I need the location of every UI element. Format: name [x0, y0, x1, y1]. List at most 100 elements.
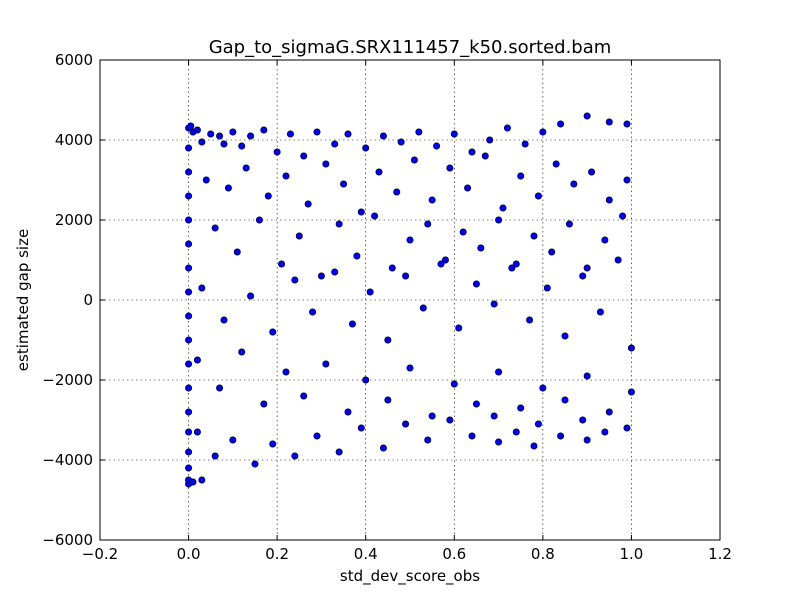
y-tick-label: −4000 — [42, 451, 93, 469]
scatter-point — [295, 232, 303, 240]
scatter-point — [472, 280, 480, 288]
scatter-point — [340, 180, 348, 188]
scatter-point — [627, 344, 635, 352]
scatter-point — [512, 260, 520, 268]
scatter-point — [229, 128, 237, 136]
scatter-point — [410, 156, 418, 164]
scatter-point — [185, 144, 193, 152]
scatter-point — [565, 220, 573, 228]
scatter-point — [264, 192, 272, 200]
chart-title: Gap_to_sigmaG.SRX111457_k50.sorted.bam — [209, 37, 612, 58]
scatter-point — [291, 452, 299, 460]
scatter-point — [543, 284, 551, 292]
scatter-point — [269, 440, 277, 448]
scatter-point — [187, 122, 195, 130]
scatter-point — [362, 376, 370, 384]
scatter-point — [185, 428, 193, 436]
scatter-point — [534, 192, 542, 200]
scatter-point — [185, 360, 193, 368]
scatter-point — [193, 356, 201, 364]
scatter-point — [379, 132, 387, 140]
scatter-point — [211, 224, 219, 232]
scatter-point — [269, 328, 277, 336]
scatter-point — [282, 368, 290, 376]
scatter-point — [557, 432, 565, 440]
scatter-point — [317, 272, 325, 280]
scatter-point — [193, 126, 201, 134]
scatter-point — [185, 312, 193, 320]
scatter-point — [313, 128, 321, 136]
scatter-point — [521, 140, 529, 148]
scatter-point — [238, 348, 246, 356]
scatter-point — [375, 168, 383, 176]
scatter-point — [539, 384, 547, 392]
x-tick-label: 0.6 — [442, 545, 466, 563]
scatter-point — [605, 408, 613, 416]
y-tick-label: 6000 — [55, 51, 93, 69]
scatter-point — [379, 444, 387, 452]
scatter-point — [530, 442, 538, 450]
scatter-point — [282, 172, 290, 180]
scatter-point — [419, 304, 427, 312]
scatter-point — [583, 112, 591, 120]
scatter-point — [185, 192, 193, 200]
scatter-point — [198, 284, 206, 292]
scatter-point — [185, 216, 193, 224]
scatter-point — [503, 124, 511, 132]
x-tick-label: 1.0 — [619, 545, 643, 563]
data-points — [185, 112, 635, 488]
scatter-point — [534, 420, 542, 428]
scatter-point — [224, 184, 232, 192]
scatter-point — [357, 424, 365, 432]
scatter-point — [468, 148, 476, 156]
scatter-point — [446, 164, 454, 172]
scatter-point — [583, 436, 591, 444]
scatter-point — [495, 368, 503, 376]
scatter-point — [477, 244, 485, 252]
y-tick-label: −2000 — [42, 371, 93, 389]
scatter-point — [552, 160, 560, 168]
scatter-point — [331, 140, 339, 148]
scatter-point — [384, 396, 392, 404]
scatter-point — [402, 420, 410, 428]
scatter-point — [202, 176, 210, 184]
scatter-point — [322, 360, 330, 368]
scatter-point — [185, 448, 193, 456]
x-tick-label: 1.2 — [708, 545, 732, 563]
scatter-point — [517, 172, 525, 180]
scatter-point — [450, 380, 458, 388]
x-axis-label: std_dev_score_obs — [340, 567, 480, 586]
scatter-point — [247, 292, 255, 300]
scatter-point — [185, 168, 193, 176]
scatter-point — [185, 240, 193, 248]
scatter-point — [384, 336, 392, 344]
scatter-point — [530, 232, 538, 240]
scatter-point — [424, 436, 432, 444]
scatter-point — [247, 132, 255, 140]
scatter-point — [348, 320, 356, 328]
scatter-point — [198, 138, 206, 146]
scatter-point — [278, 260, 286, 268]
scatter-point — [406, 364, 414, 372]
scatter-point — [313, 432, 321, 440]
scatter-point — [605, 196, 613, 204]
scatter-point — [207, 130, 215, 138]
y-tick-label: 2000 — [55, 211, 93, 229]
x-tick-label: −0.2 — [82, 545, 118, 563]
scatter-point — [344, 130, 352, 138]
scatter-point — [185, 336, 193, 344]
scatter-point — [464, 184, 472, 192]
scatter-point — [255, 216, 263, 224]
scatter-point — [220, 140, 228, 148]
scatter-point — [596, 308, 604, 316]
scatter-point — [619, 212, 627, 220]
scatter-point — [406, 236, 414, 244]
x-tick-label: 0.8 — [531, 545, 555, 563]
scatter-point — [193, 428, 201, 436]
scatter-point — [220, 316, 228, 324]
scatter-point — [335, 448, 343, 456]
scatter-point — [415, 128, 423, 136]
axis-ticks: −0.2 0.0 0.2 0.4 0.6 0.8 1.0 1.2 −6000 −4000 −2000… — [42, 51, 732, 563]
grid — [100, 60, 720, 540]
scatter-point — [304, 200, 312, 208]
